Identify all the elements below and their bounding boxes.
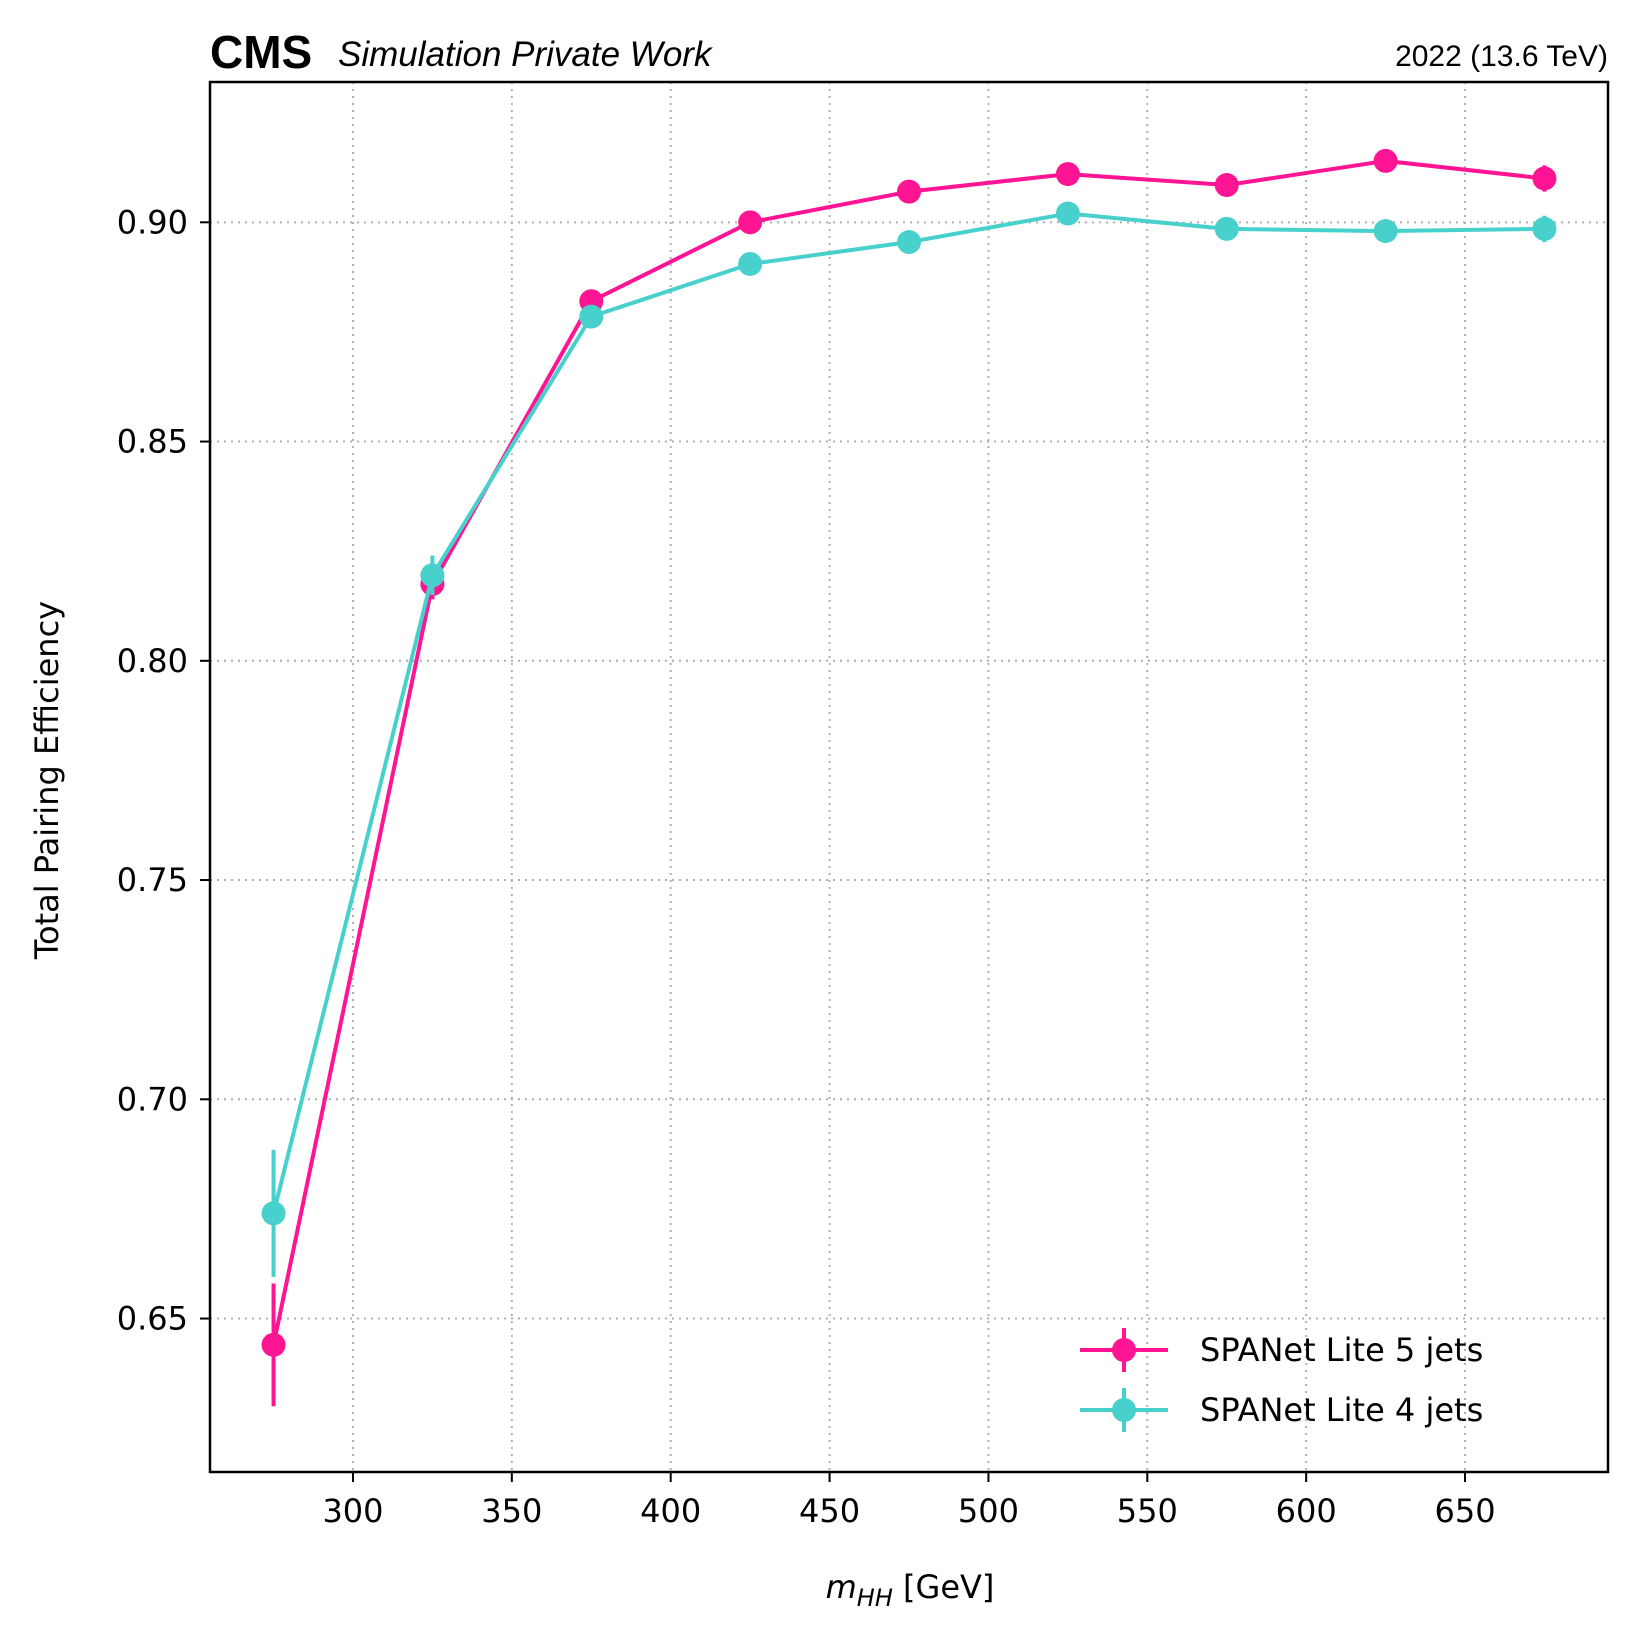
lumi-label: 2022 (13.6 TeV) [1395,40,1608,73]
data-point [1373,219,1398,244]
series-layer [261,148,1557,1407]
series-line [271,211,1545,1214]
cms-subtitle: Simulation Private Work [338,35,713,74]
legend-entry: SPANet Lite 4 jets [1080,1388,1483,1432]
data-point [261,1332,286,1357]
data-point [420,563,445,588]
legend: SPANet Lite 5 jets SPANet Lite 4 jets [1080,1328,1483,1432]
plot-frame [208,80,1610,1474]
x-tick-label: 300 [322,1492,383,1530]
grid-lines [210,82,1608,1472]
y-tick-label: 0.75 [117,861,188,899]
data-point [897,179,921,204]
series-2 [261,201,1557,1277]
data-point [1373,148,1398,173]
x-axis-label-sub: HH [857,1584,893,1612]
data-point [261,1201,286,1226]
data-point [738,251,763,276]
legend-marker [1112,1398,1136,1422]
y-axis-label: Total Pairing Efficiency [28,601,66,960]
x-axis-label-unit: [GeV] [893,1568,995,1606]
y-tick-label: 0.65 [117,1300,188,1338]
cms-label: CMS [210,26,312,78]
x-tick-label: 650 [1434,1492,1495,1530]
data-point [1532,216,1557,241]
data-point [1214,216,1239,241]
data-point [738,210,763,235]
data-point [1055,162,1080,187]
legend-entry: SPANet Lite 5 jets [1080,1328,1483,1372]
legend-label: SPANet Lite 5 jets [1200,1331,1483,1369]
data-point [1214,173,1239,198]
legend-marker [1112,1338,1136,1362]
y-tick-label: 0.85 [117,423,188,461]
series-line [271,158,1545,1346]
x-tick-label: 450 [799,1492,860,1530]
y-tick-label: 0.90 [117,203,188,241]
data-point [897,230,921,255]
data-point [1055,201,1080,226]
x-tick-label: 350 [481,1492,542,1530]
y-tick-label: 0.70 [117,1080,188,1118]
x-tick-label: 400 [640,1492,701,1530]
series-1 [261,148,1557,1407]
legend-label: SPANet Lite 4 jets [1200,1391,1483,1429]
x-axis-label-var: m [826,1568,857,1606]
x-axis-label: mHH [GeV] [826,1568,995,1612]
data-point [1532,166,1557,191]
y-tick-label: 0.80 [117,642,188,680]
x-tick-label: 500 [958,1492,1019,1530]
data-point [579,304,604,329]
axis-ticks: 300 350 400 450 500 550 600 650 0.65 0.70 0.75 0.80… [117,203,1496,1530]
x-tick-label: 600 [1276,1492,1337,1530]
x-tick-label: 550 [1117,1492,1178,1530]
